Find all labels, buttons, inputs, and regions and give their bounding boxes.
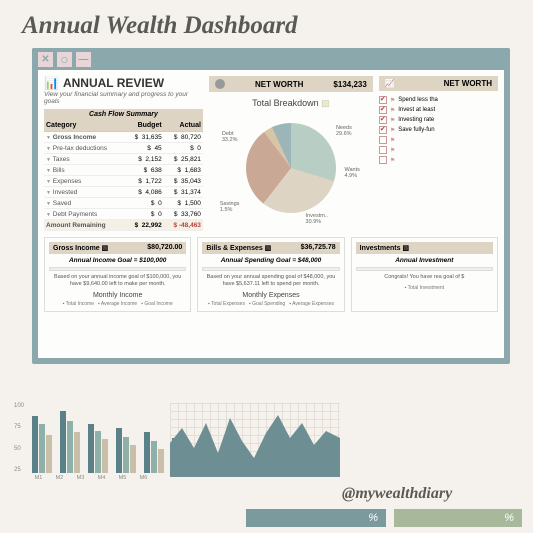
review-title: 📊 ANNUAL REVIEW [44, 76, 203, 90]
summary-card-invest: Investments ▧ Annual Investment Congrats… [351, 237, 498, 312]
breakdown-title: Total Breakdown ▧ [209, 98, 373, 109]
goal-item[interactable]: ⚑ [379, 155, 498, 165]
gauge-icon [215, 79, 225, 89]
pie-label-debt: Debt33.2% [222, 131, 238, 143]
net-worth-box-2: 📈 NET WORTH [379, 76, 498, 91]
window-content: 📊 ANNUAL REVIEW View your financial summ… [38, 70, 504, 358]
goal-item[interactable]: ⚑ [379, 135, 498, 145]
net-worth-label-2: NET WORTH [444, 79, 492, 88]
net-worth-value: $134,233 [333, 80, 366, 89]
chart-icon: 📈 [385, 79, 395, 88]
cash-flow-table: CategoryBudgetActual ▼ Gross Income$ 31,… [44, 120, 203, 231]
summary-card-bills: Bills & Expenses ▧$36,725.78 Annual Spen… [197, 237, 344, 312]
maximize-icon[interactable]: ○ [57, 52, 72, 67]
close-icon[interactable]: ✕ [38, 52, 53, 67]
app-window: ✕ ○ — 📊 ANNUAL REVIEW View your financia… [32, 48, 510, 364]
goal-item[interactable]: ⚑ [379, 145, 498, 155]
pie-label-needs: Needs29.6% [336, 125, 352, 137]
net-worth-box: NET WORTH $134,233 [209, 76, 373, 92]
window-titlebar: ✕ ○ — [32, 48, 510, 70]
net-worth-label: NET WORTH [255, 80, 303, 89]
goals-list: ⚑Spend less tha⚑Invest at least⚑Investin… [379, 95, 498, 165]
cash-flow-header: Cash Flow Summary [44, 109, 203, 120]
bottom-bar-chart: 100755025 M1M2M3M4M5M6 [14, 403, 164, 493]
page-title: Annual Wealth Dashboard [0, 0, 533, 40]
percent-bars: %% [246, 509, 522, 527]
review-subtitle: View your financial summary and progress… [44, 91, 203, 105]
pie-chart: Needs29.6% Investm..30.9% Debt33.2% Savi… [236, 113, 346, 223]
handle: @mywealthdiary [342, 485, 452, 503]
summary-card-income: Gross Income ▧$80,720.00 Annual Income G… [44, 237, 191, 312]
goal-item[interactable]: ⚑Invest at least [379, 105, 498, 115]
pie-label-wants: Wants4.9% [344, 167, 359, 179]
pie-label-savings: Savings1.5% [220, 201, 240, 213]
minimize-icon[interactable]: — [76, 52, 91, 67]
pie-label-invest: Investm..30.9% [306, 213, 328, 225]
goal-item[interactable]: ⚑Save fully-fun [379, 125, 498, 135]
area-chart [170, 403, 340, 477]
goal-item[interactable]: ⚑Investing rate [379, 115, 498, 125]
goal-item[interactable]: ⚑Spend less tha [379, 95, 498, 105]
